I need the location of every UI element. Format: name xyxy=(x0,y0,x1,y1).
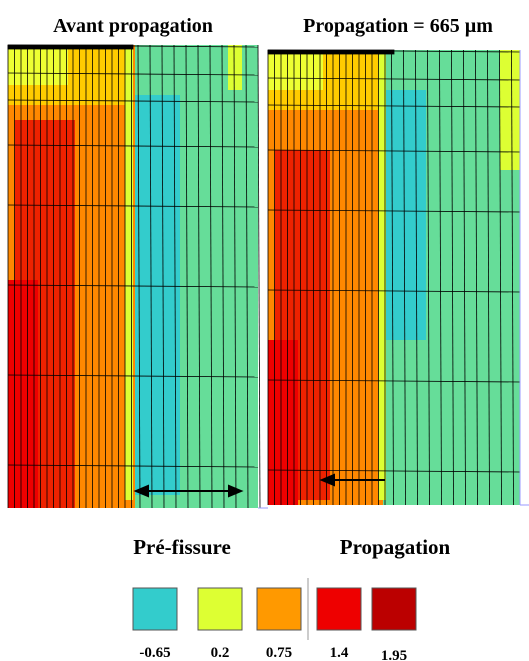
legend-label: 0.75 xyxy=(266,645,292,661)
mesh-line xyxy=(245,44,249,509)
mesh-line xyxy=(7,72,259,76)
mesh-line xyxy=(209,44,213,509)
panel-title: Propagation = 665 µm xyxy=(303,15,493,37)
mesh-line xyxy=(267,469,521,473)
mesh-line xyxy=(415,49,418,506)
mesh-line xyxy=(233,44,237,509)
mesh-line xyxy=(257,44,261,509)
legend-label: -0.65 xyxy=(139,645,170,661)
mesh-line xyxy=(161,44,165,509)
mesh-line xyxy=(267,379,521,383)
contour-right xyxy=(268,50,520,505)
contour-left xyxy=(8,45,258,508)
mesh-line xyxy=(511,49,514,506)
mesh-line xyxy=(391,49,394,506)
legend-swatch xyxy=(132,587,178,631)
mesh-line xyxy=(221,44,225,509)
mesh-line xyxy=(267,209,521,213)
legend-swatch xyxy=(256,587,302,631)
mesh-line xyxy=(499,49,502,506)
mesh-line xyxy=(7,204,259,208)
mesh-line xyxy=(427,49,430,506)
legend-swatch xyxy=(371,587,417,631)
arrows xyxy=(133,473,385,498)
mesh-line xyxy=(463,49,466,506)
legend-swatch xyxy=(197,587,243,631)
mesh-line xyxy=(149,44,153,509)
mesh-line xyxy=(487,49,490,506)
mesh-line xyxy=(137,44,141,509)
mesh-line xyxy=(173,44,177,509)
mesh-line xyxy=(185,44,189,509)
mesh-line xyxy=(7,284,259,288)
mesh-line xyxy=(451,49,454,506)
mesh-line xyxy=(7,374,259,378)
mesh-line xyxy=(475,49,478,506)
legend-label: 1.4 xyxy=(330,645,349,661)
mesh-top xyxy=(7,44,134,50)
mesh-line xyxy=(403,49,406,506)
mesh xyxy=(7,44,521,509)
mesh-line xyxy=(267,104,521,108)
legend-label: 0.2 xyxy=(211,645,230,661)
caption: Propagation xyxy=(340,535,451,559)
mesh-line xyxy=(267,149,521,153)
caption: Pré-fissure xyxy=(133,535,231,559)
mesh-line xyxy=(197,44,201,509)
panel-title: Avant propagation xyxy=(53,15,213,37)
mesh-line xyxy=(7,464,259,468)
legend: -0.65 0.2 0.75 1.4 1.95 xyxy=(132,587,417,661)
mesh-line xyxy=(7,99,259,103)
mesh-line xyxy=(267,289,521,293)
mesh-top xyxy=(267,49,395,55)
mesh-line xyxy=(267,77,521,81)
legend-swatch xyxy=(316,587,362,631)
legend-label: 1.95 xyxy=(381,648,407,661)
mesh-line xyxy=(439,49,442,506)
mesh-line xyxy=(7,144,259,148)
